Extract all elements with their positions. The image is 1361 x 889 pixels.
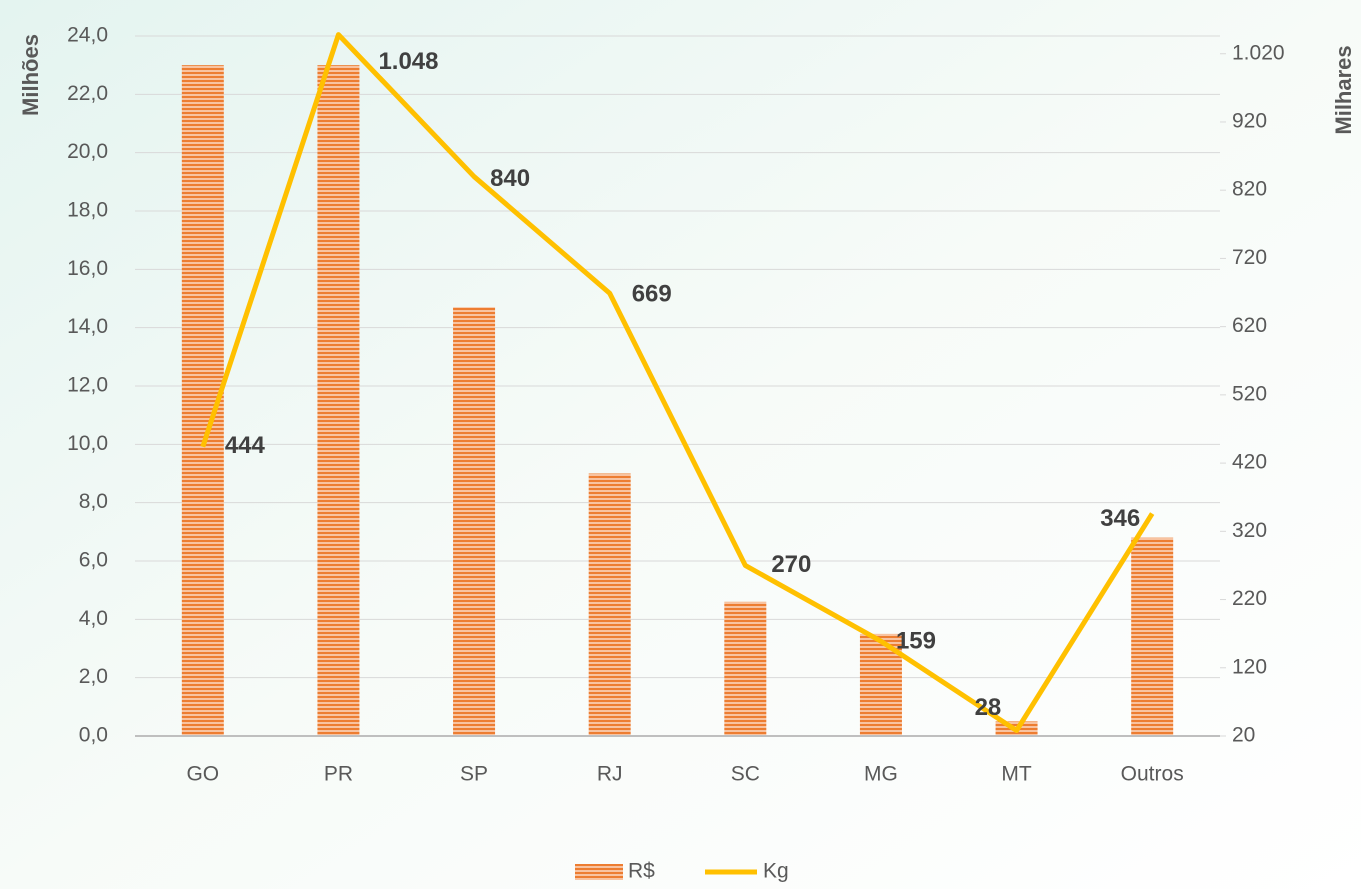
y2-tick-label: 520 xyxy=(1232,382,1267,405)
y2-tick-label: 320 xyxy=(1232,519,1267,542)
bar xyxy=(1131,537,1174,736)
data-label: 1.048 xyxy=(378,48,438,75)
x-tick-label: MT xyxy=(1001,763,1031,786)
data-label: 669 xyxy=(632,281,672,308)
data-label: 346 xyxy=(1100,505,1140,532)
y-tick-label: 12,0 xyxy=(67,374,108,397)
y2-tick-label: 20 xyxy=(1232,724,1255,747)
x-tick-label: SP xyxy=(460,763,488,786)
data-label: 159 xyxy=(896,628,936,655)
x-tick-label: PR xyxy=(324,763,353,786)
x-tick-label: RJ xyxy=(597,763,623,786)
y-axis-label: Milhões xyxy=(18,34,43,116)
bar xyxy=(317,65,360,736)
y-tick-label: 14,0 xyxy=(67,315,108,338)
x-tick-label: MG xyxy=(864,763,898,786)
y2-tick-label: 120 xyxy=(1232,655,1267,678)
data-label: 270 xyxy=(771,551,811,578)
y2-tick-label: 620 xyxy=(1232,314,1267,337)
x-tick-label: Outros xyxy=(1121,763,1184,786)
y-tick-label: 18,0 xyxy=(67,199,108,222)
y2-tick-label: 820 xyxy=(1232,178,1267,201)
y2-tick-label: 920 xyxy=(1232,110,1267,133)
line xyxy=(200,32,1155,734)
data-label: 840 xyxy=(490,165,530,192)
legend-swatch xyxy=(575,864,623,880)
bar xyxy=(724,601,767,736)
y-tick-label: 24,0 xyxy=(67,24,108,47)
legend-label: Kg xyxy=(763,860,789,883)
data-label: 28 xyxy=(975,694,1002,721)
legend-label: R$ xyxy=(628,860,655,883)
bar xyxy=(453,307,496,736)
y-tick-label: 8,0 xyxy=(79,490,108,513)
y2-tick-label: 720 xyxy=(1232,246,1267,269)
y2-tick-label: 220 xyxy=(1232,587,1267,610)
y2-axis-label: Milhares xyxy=(1331,45,1356,134)
y-tick-label: 0,0 xyxy=(79,724,108,747)
y2-tick-label: 420 xyxy=(1232,451,1267,474)
y-tick-label: 16,0 xyxy=(67,257,108,280)
y-tick-label: 10,0 xyxy=(67,432,108,455)
x-tick-label: SC xyxy=(731,763,760,786)
y-tick-label: 6,0 xyxy=(79,549,108,572)
bar xyxy=(588,473,631,736)
y-tick-label: 20,0 xyxy=(67,140,108,163)
y-tick-label: 4,0 xyxy=(79,607,108,630)
y2-tick-label: 1.020 xyxy=(1232,41,1285,64)
x-tick-label: GO xyxy=(186,763,219,786)
y-tick-label: 2,0 xyxy=(79,665,108,688)
data-label: 444 xyxy=(225,432,266,459)
y-tick-label: 22,0 xyxy=(67,82,108,105)
